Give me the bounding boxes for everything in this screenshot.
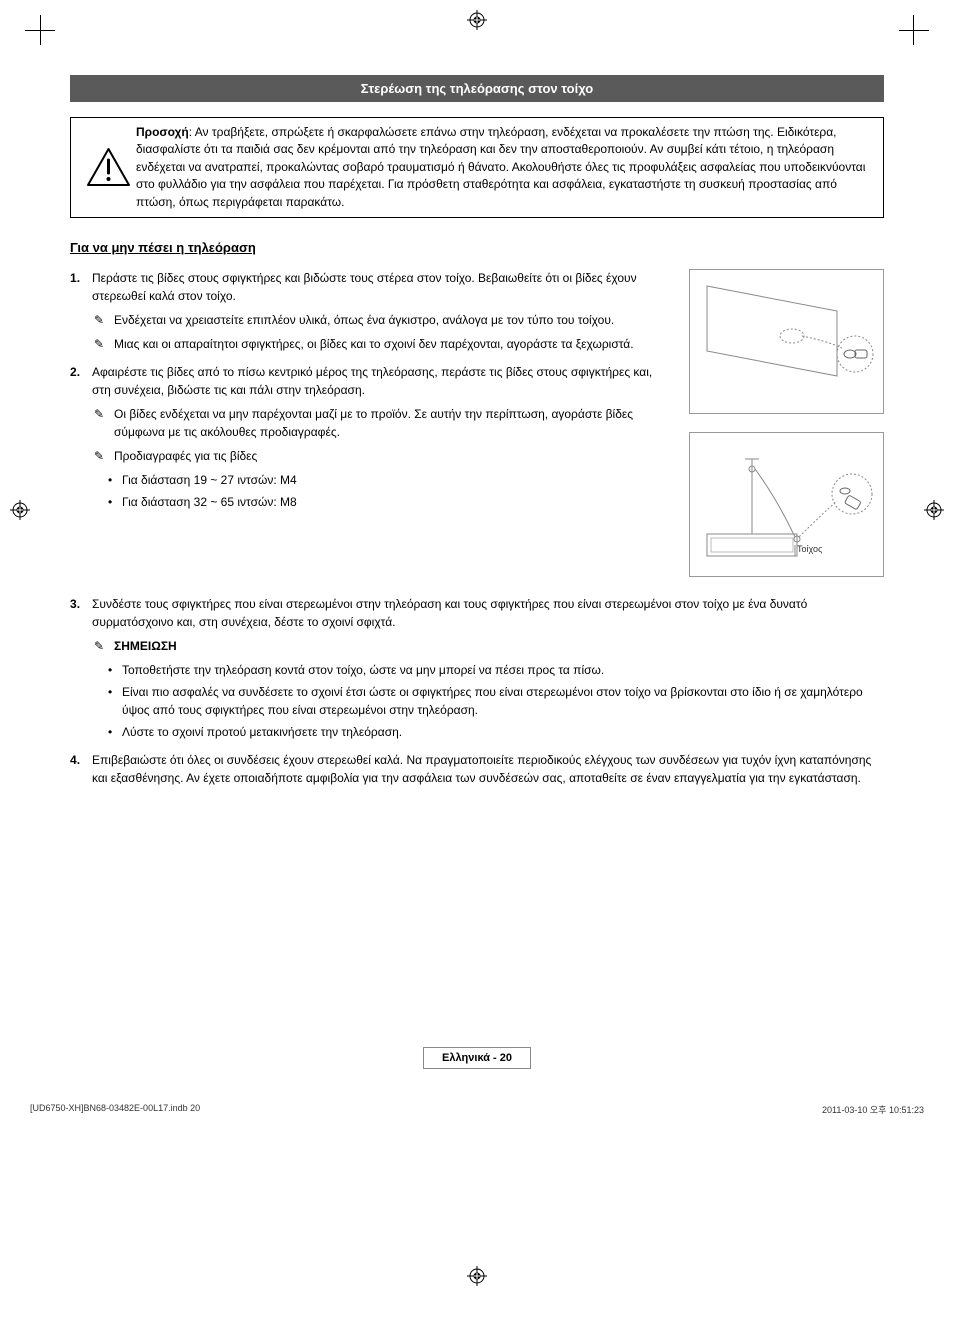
figure-2: Τοίχος xyxy=(689,432,884,577)
registration-mark-bottom xyxy=(467,1266,487,1291)
step-2-note-1: Οι βίδες ενδέχεται να μην παρέχονται μαζ… xyxy=(92,405,674,441)
step-3-bullet-3: Λύστε το σχοινί προτού μετακινήσετε την … xyxy=(108,723,884,741)
warning-text: Προσοχή: Αν τραβήξετε, σπρώξετε ή σκαρφα… xyxy=(136,124,873,211)
page-content: Στερέωση της τηλεόρασης στον τοίχο Προσο… xyxy=(0,0,954,1099)
step-1-note-2: Μιας και οι απαραίτητοι σφιγκτήρες, οι β… xyxy=(92,335,674,353)
section-title: Στερέωση της τηλεόρασης στον τοίχο xyxy=(70,75,884,102)
warning-icon xyxy=(81,124,136,211)
page-footer: Ελληνικά - 20 xyxy=(70,1047,884,1069)
print-metadata: [UD6750-XH]BN68-03482E-00L17.indb 20 201… xyxy=(0,1099,954,1124)
warning-body: : Αν τραβήξετε, σπρώξετε ή σκαρφαλώσετε … xyxy=(136,125,865,209)
step-3-bullet-1: Τοποθετήστε την τηλεόραση κοντά στον τοί… xyxy=(108,661,884,679)
figure-2-label: Τοίχος xyxy=(797,544,823,554)
step-3-note-head: ΣΗΜΕΙΩΣΗ xyxy=(92,637,884,655)
steps-list-cont: Συνδέστε τους σφιγκτήρες που είναι στερε… xyxy=(70,595,884,787)
step-1-text: Περάστε τις βίδες στους σφιγκτήρες και β… xyxy=(92,271,637,303)
print-timestamp: 2011-03-10 오후 10:51:23 xyxy=(822,1103,924,1116)
step-2-note-2: Προδιαγραφές για τις βίδες xyxy=(92,447,674,465)
step-4-text: Επιβεβαιώστε ότι όλες οι συνδέσεις έχουν… xyxy=(92,753,871,785)
step-3-text: Συνδέστε τους σφιγκτήρες που είναι στερε… xyxy=(92,597,807,629)
print-file: [UD6750-XH]BN68-03482E-00L17.indb 20 xyxy=(30,1103,200,1116)
page-number: Ελληνικά - 20 xyxy=(423,1047,531,1069)
subheading: Για να μην πέσει η τηλεόραση xyxy=(70,240,884,255)
step-2-bullet-1: Για διάσταση 19 ~ 27 ιντσών: M4 xyxy=(108,471,674,489)
step-2: Αφαιρέστε τις βίδες από το πίσω κεντρικό… xyxy=(70,363,674,511)
step-2-bullet-2: Για διάσταση 32 ~ 65 ιντσών: M8 xyxy=(108,493,674,511)
step-3: Συνδέστε τους σφιγκτήρες που είναι στερε… xyxy=(70,595,884,741)
figure-1 xyxy=(689,269,884,414)
step-1: Περάστε τις βίδες στους σφιγκτήρες και β… xyxy=(70,269,674,353)
step-3-bullet-2: Είναι πιο ασφαλές να συνδέσετε το σχοινί… xyxy=(108,683,884,719)
warning-box: Προσοχή: Αν τραβήξετε, σπρώξετε ή σκαρφα… xyxy=(70,117,884,218)
steps-list: Περάστε τις βίδες στους σφιγκτήρες και β… xyxy=(70,269,674,511)
step-2-text: Αφαιρέστε τις βίδες από το πίσω κεντρικό… xyxy=(92,365,652,397)
step-1-note-1: Ενδέχεται να χρειαστείτε επιπλέον υλικά,… xyxy=(92,311,674,329)
warning-label: Προσοχή xyxy=(136,125,189,139)
step-4: Επιβεβαιώστε ότι όλες οι συνδέσεις έχουν… xyxy=(70,751,884,787)
